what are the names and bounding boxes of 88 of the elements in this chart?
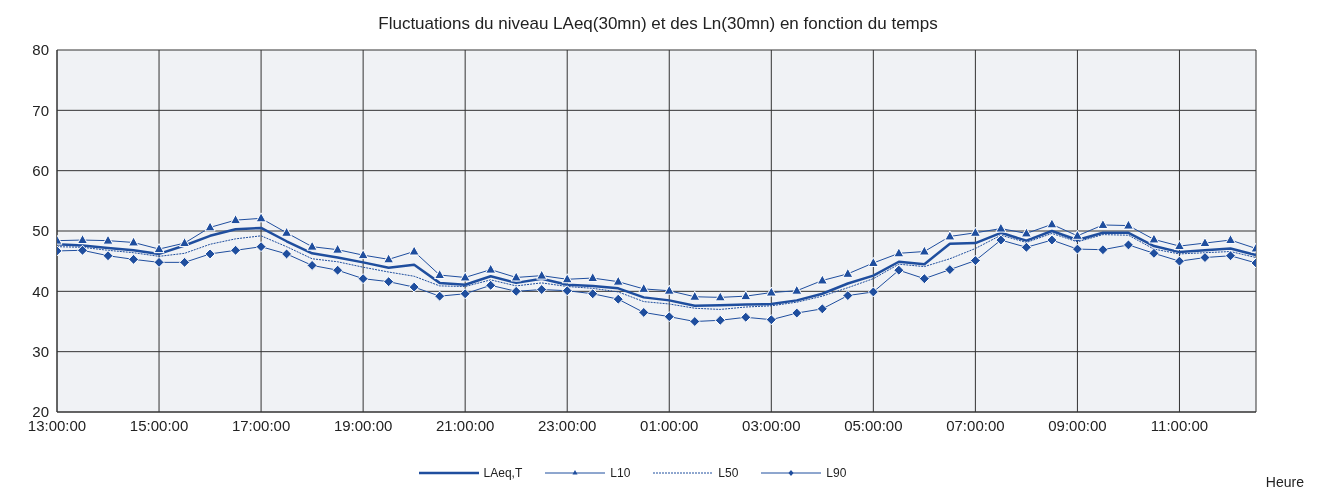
- point: [204, 248, 216, 260]
- point: [1071, 229, 1083, 240]
- point: [332, 264, 344, 276]
- point: [561, 273, 573, 284]
- point: [638, 306, 650, 318]
- point: [918, 273, 930, 285]
- point: [842, 290, 854, 302]
- point: [867, 256, 879, 267]
- y-tick-label: 60: [32, 161, 49, 179]
- point: [1199, 237, 1211, 248]
- point: [765, 314, 777, 326]
- point: [510, 271, 522, 282]
- point: [969, 255, 981, 267]
- point: [459, 271, 471, 282]
- point: [714, 291, 726, 302]
- point: [332, 243, 344, 254]
- point: [485, 279, 497, 291]
- point: [408, 245, 420, 256]
- point: [816, 274, 828, 285]
- point: [357, 273, 369, 285]
- legend-label: L90: [826, 466, 847, 480]
- point: [1173, 255, 1185, 267]
- point: [153, 256, 165, 268]
- point: [536, 284, 548, 296]
- point: [791, 307, 803, 319]
- y-tick-label: 50: [32, 222, 49, 240]
- point: [434, 290, 446, 302]
- y-tick-label: 80: [32, 41, 49, 59]
- x-tick-label: 09:00:00: [1048, 416, 1107, 434]
- x-tick-label: 01:00:00: [640, 416, 699, 434]
- x-tick-label: 03:00:00: [742, 416, 801, 434]
- point: [510, 285, 522, 297]
- point: [459, 288, 471, 300]
- point: [1173, 240, 1185, 251]
- x-tick-label: 23:00:00: [538, 416, 597, 434]
- point: [1199, 252, 1211, 264]
- x-tick-label: 15:00:00: [129, 416, 189, 434]
- point: [612, 293, 624, 305]
- point: [663, 311, 675, 323]
- x-tick-label: 17:00:00: [231, 416, 291, 434]
- point: [689, 316, 701, 327]
- point: [1097, 244, 1109, 256]
- point: [230, 244, 242, 256]
- point: [1224, 250, 1236, 262]
- point: [663, 284, 675, 295]
- point: [128, 253, 140, 265]
- point: [561, 285, 573, 297]
- point: [77, 244, 89, 256]
- point: [204, 221, 216, 232]
- point: [485, 263, 497, 274]
- point: [587, 288, 599, 300]
- y-tick-label: 70: [32, 101, 49, 119]
- point: [816, 303, 828, 315]
- legend-label: L10: [610, 466, 631, 480]
- point: [1046, 218, 1058, 229]
- point: [281, 248, 293, 260]
- point: [255, 241, 267, 253]
- point: [536, 269, 548, 280]
- point: [102, 250, 114, 262]
- point: [995, 234, 1007, 246]
- point: [179, 256, 191, 268]
- point: [867, 286, 879, 298]
- x-tick-label: 11:00:00: [1150, 416, 1209, 434]
- x-tick-label: 05:00:00: [844, 416, 903, 434]
- point: [408, 281, 420, 293]
- legend-label: L50: [718, 466, 739, 480]
- point: [944, 264, 956, 276]
- point: [765, 286, 777, 297]
- point: [714, 314, 726, 326]
- y-tick-label: 40: [32, 282, 49, 300]
- point: [1148, 247, 1160, 259]
- x-axis-title: Heure: [1265, 474, 1304, 490]
- x-tick-label: 19:00:00: [333, 416, 393, 434]
- point: [153, 243, 165, 254]
- x-tick-label: 21:00:00: [435, 416, 495, 434]
- point: [740, 311, 752, 323]
- point: [1122, 239, 1134, 251]
- point: [1020, 241, 1032, 253]
- x-tick-label: 07:00:00: [946, 416, 1005, 434]
- legend-label: LAeq,T: [483, 466, 523, 480]
- point: [383, 276, 395, 288]
- point: [1071, 243, 1083, 255]
- y-tick-label: 30: [32, 342, 49, 360]
- point: [918, 245, 930, 256]
- point: [893, 264, 905, 276]
- point: [306, 259, 318, 271]
- chart-title: Fluctuations du niveau LAeq(30mn) et des Ln(30mn) en fonction du temps: [377, 14, 939, 34]
- point: [179, 237, 191, 248]
